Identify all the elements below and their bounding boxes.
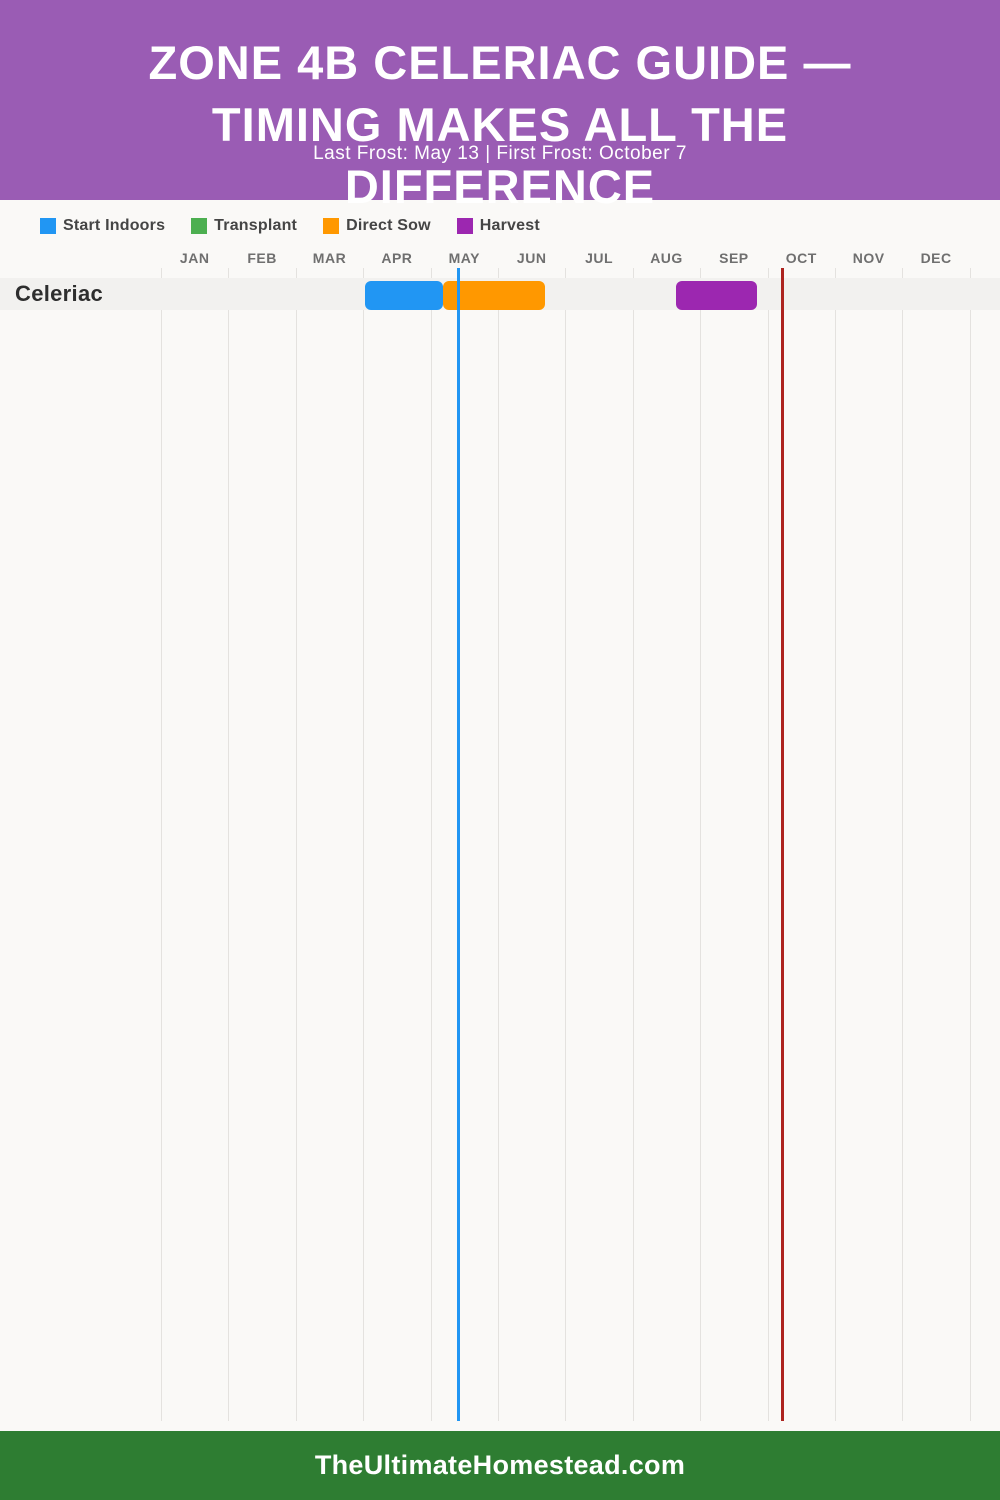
month-gridline [498, 268, 499, 1421]
month-gridline [295, 268, 297, 1421]
month-label-jul: JUL [585, 250, 614, 266]
legend-item-start-indoors: Start Indoors [40, 217, 165, 235]
month-label-oct: OCT [785, 250, 817, 266]
last-frost-line [457, 268, 461, 1421]
footer-banner: TheUltimateHomestead.com [0, 1431, 1000, 1500]
start-indoors-bar [365, 281, 444, 310]
month-gridline [363, 268, 365, 1421]
month-label-sep: SEP [719, 250, 749, 266]
title-line-2: TIMING MAKES ALL THE [211, 98, 789, 151]
page-title: ZONE 4B CELERIAC GUIDE — TIMING MAKES AL… [0, 32, 1000, 218]
legend-label: Start Indoors [63, 217, 166, 234]
month-label-aug: AUG [650, 250, 683, 266]
month-label-nov: NOV [852, 250, 885, 266]
title-line-3: DIFFERENCE [344, 160, 656, 213]
month-gridline [835, 268, 836, 1421]
legend-label: Transplant [214, 217, 298, 234]
month-gridline [969, 268, 971, 1421]
month-label-mar: MAR [312, 250, 347, 266]
legend-swatch-icon [456, 218, 473, 234]
month-gridline [161, 268, 162, 1421]
month-gridline [700, 268, 702, 1421]
title-line-1: ZONE 4B CELERIAC GUIDE — [148, 36, 852, 89]
legend-item-harvest: Harvest [456, 217, 540, 235]
crop-row-label: Celeriac [15, 281, 104, 306]
legend: Start Indoors Transplant Direct Sow Harvest [40, 217, 540, 235]
legend-swatch-icon [40, 218, 56, 234]
legend-label: Direct Sow [346, 217, 431, 234]
frost-dates-subtitle: Last Frost: May 13 | First Frost: Octobe… [313, 143, 687, 164]
legend-item-transplant: Transplant [191, 217, 297, 235]
month-gridline [632, 268, 634, 1421]
month-gridline [228, 268, 230, 1421]
legend-swatch-icon [191, 218, 208, 234]
harvest-bar [675, 281, 758, 310]
legend-label: Harvest [479, 217, 540, 234]
header-banner: ZONE 4B CELERIAC GUIDE — TIMING MAKES AL… [0, 0, 1000, 213]
month-gridline [902, 268, 904, 1421]
month-gridline [767, 268, 769, 1421]
month-label-feb: FEB [247, 250, 277, 266]
month-label-jan: JAN [179, 250, 210, 266]
month-label-may: MAY [448, 250, 480, 266]
month-gridline [430, 268, 432, 1421]
legend-item-direct-sow: Direct Sow [323, 217, 431, 235]
legend-swatch-icon [323, 218, 340, 234]
month-label-jun: JUN [516, 250, 547, 266]
first-frost-line [780, 268, 784, 1421]
month-label-apr: APR [381, 250, 413, 266]
month-label-dec: DEC [920, 250, 952, 266]
website-url: TheUltimateHomestead.com [314, 1450, 686, 1480]
month-gridline [565, 268, 567, 1421]
